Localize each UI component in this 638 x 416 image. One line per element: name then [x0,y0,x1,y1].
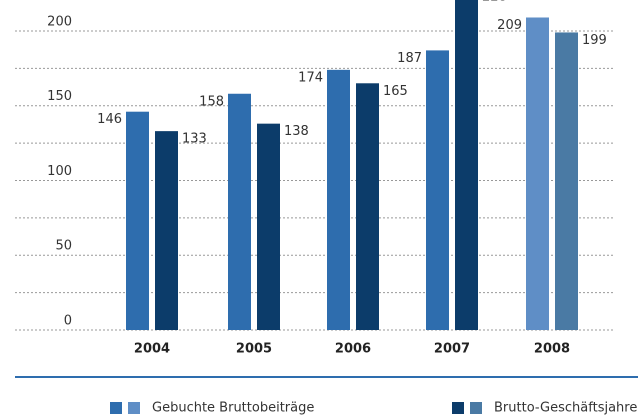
bar [126,111,149,330]
y-tick-label: 100 [47,164,72,179]
x-tick-label: 2004 [134,342,170,357]
bar [257,123,280,330]
value-label: 228 [482,0,507,5]
y-tick-label: 200 [47,14,72,29]
value-label: 138 [284,124,309,139]
legend-swatch [110,402,122,414]
bar [526,17,549,331]
bar [155,131,178,330]
value-label: 146 [97,112,122,127]
legend-swatch [452,402,464,414]
bar [356,83,379,330]
x-tick-label: 2006 [335,342,371,357]
legend-label: Brutto-Geschäftsjahresschadenaufwand [494,401,638,416]
value-label: 199 [582,33,607,48]
bar [455,0,478,331]
value-label: 174 [298,70,323,85]
legend-swatch [470,402,482,414]
bar [327,69,350,330]
legend-swatch [128,402,140,414]
value-label: 165 [383,84,408,99]
y-tick-label: 150 [47,89,72,104]
bar [228,93,251,330]
x-tick-label: 2008 [534,342,570,357]
value-label: 158 [199,94,224,109]
y-tick-label: 0 [64,314,72,329]
bar [555,32,578,330]
value-label: 209 [497,18,522,33]
legend-label: Gebuchte Bruttobeiträge [152,401,314,416]
bar [426,50,449,330]
y-tick-label: 50 [55,239,72,254]
x-tick-label: 2005 [236,342,272,357]
x-tick-label: 2007 [434,342,470,357]
value-label: 187 [397,51,422,66]
value-label: 133 [182,132,207,147]
